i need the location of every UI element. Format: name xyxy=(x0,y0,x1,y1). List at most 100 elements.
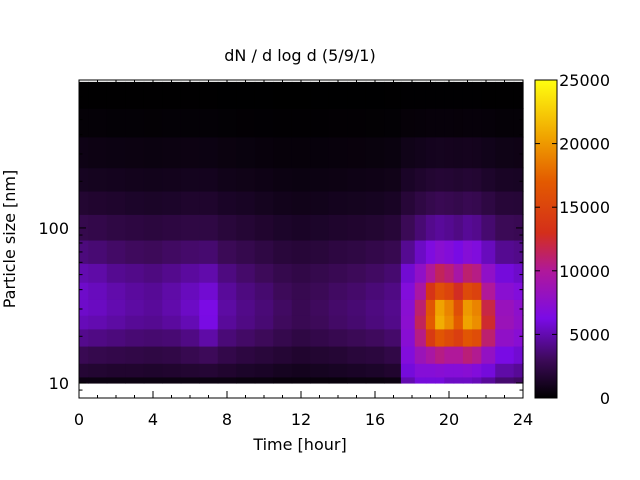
heatmap-cell xyxy=(347,167,367,192)
heatmap-cell xyxy=(472,328,482,347)
heatmap-cell xyxy=(291,299,311,316)
heatmap-cell xyxy=(513,376,524,384)
heatmap-cell xyxy=(273,376,293,384)
heatmap-cell xyxy=(273,315,293,330)
heatmap-cell xyxy=(106,282,126,300)
heatmap-cell xyxy=(481,190,496,215)
heatmap-cell xyxy=(328,239,348,264)
heatmap-cell xyxy=(143,81,163,109)
heatmap-cell xyxy=(143,239,163,264)
heatmap-cell xyxy=(481,136,496,169)
heatmap-cell xyxy=(310,81,330,109)
heatmap-cell xyxy=(472,376,482,384)
heatmap-cell xyxy=(444,190,455,215)
heatmap-cell xyxy=(291,376,311,384)
colorbar-tick-label: 15000 xyxy=(559,198,610,217)
heatmap-cell xyxy=(125,315,145,330)
heatmap-cell xyxy=(513,363,524,378)
heatmap-cell xyxy=(384,190,402,215)
heatmap-cell xyxy=(384,81,402,109)
heatmap-cell xyxy=(106,299,126,316)
heatmap-cell xyxy=(495,315,515,330)
heatmap-cell xyxy=(199,299,219,316)
colorbar-tick-label: 10000 xyxy=(559,262,610,281)
heatmap-cell xyxy=(291,315,311,330)
heatmap-cell xyxy=(88,345,108,364)
heatmap-cell xyxy=(310,345,330,364)
heatmap-cell xyxy=(444,315,455,330)
heatmap-cell xyxy=(106,239,126,264)
heatmap-cell xyxy=(254,214,274,241)
heatmap-cell xyxy=(435,214,445,241)
heatmap-cell xyxy=(328,363,348,378)
heatmap-cell xyxy=(143,376,163,384)
heatmap-cell xyxy=(291,345,311,364)
heatmap-cell xyxy=(254,190,274,215)
heatmap-cell xyxy=(143,190,163,215)
heatmap-cell xyxy=(162,282,182,300)
heatmap-cell xyxy=(199,81,219,109)
heatmap-cell xyxy=(236,214,256,241)
heatmap-cell xyxy=(365,299,385,316)
heatmap-cell xyxy=(365,376,385,384)
heatmap-cell xyxy=(199,345,219,364)
heatmap-cell xyxy=(472,299,482,316)
heatmap-cell xyxy=(291,282,311,300)
heatmap-cell xyxy=(310,299,330,316)
heatmap-cell xyxy=(217,136,237,169)
heatmap-cell xyxy=(347,263,367,283)
heatmap-cell xyxy=(425,81,436,109)
heatmap-cell xyxy=(143,263,163,283)
heatmap-cell xyxy=(79,345,89,364)
heatmap-cell xyxy=(425,299,436,316)
heatmap-cell xyxy=(254,263,274,283)
heatmap-cell xyxy=(453,136,464,169)
heatmap-cell xyxy=(143,167,163,192)
heatmap-cell xyxy=(347,299,367,316)
heatmap-cell xyxy=(495,239,515,264)
heatmap-cell xyxy=(236,315,256,330)
heatmap-cell xyxy=(462,315,473,330)
heatmap-cell xyxy=(414,282,427,300)
heatmap-cell xyxy=(162,315,182,330)
heatmap-cell xyxy=(273,136,293,169)
heatmap-cell xyxy=(414,315,427,330)
heatmap-cell xyxy=(513,81,524,109)
heatmap-cell xyxy=(217,81,237,109)
heatmap-cell xyxy=(236,81,256,109)
x-tick-label: 20 xyxy=(439,410,459,429)
heatmap-cell xyxy=(400,345,416,364)
heatmap-cell xyxy=(310,239,330,264)
heatmap-cell xyxy=(88,299,108,316)
heatmap-cell xyxy=(88,282,108,300)
heatmap-cell xyxy=(400,214,416,241)
heatmap-cell xyxy=(414,263,427,283)
heatmap-cell xyxy=(425,345,436,364)
heatmap-cell xyxy=(472,263,482,283)
heatmap-cell xyxy=(199,167,219,192)
heatmap-cell xyxy=(453,315,464,330)
heatmap-cell xyxy=(328,345,348,364)
heatmap-cell xyxy=(88,376,108,384)
heatmap-cell xyxy=(106,376,126,384)
heatmap-cell xyxy=(328,190,348,215)
heatmap-cell xyxy=(365,263,385,283)
heatmap-cell xyxy=(425,167,436,192)
heatmap-cell xyxy=(453,299,464,316)
heatmap-cell xyxy=(217,167,237,192)
heatmap-cell xyxy=(462,190,473,215)
heatmap-cell xyxy=(414,345,427,364)
heatmap-cell xyxy=(125,282,145,300)
heatmap-cell xyxy=(199,282,219,300)
heatmap-cell xyxy=(236,136,256,169)
heatmap-cell xyxy=(162,239,182,264)
heatmap-cell xyxy=(425,136,436,169)
colorbar-tick-label: 0 xyxy=(600,389,610,408)
heatmap-cell xyxy=(162,136,182,169)
heatmap-cell xyxy=(162,263,182,283)
heatmap-cell xyxy=(106,214,126,241)
heatmap-cell xyxy=(273,81,293,109)
heatmap-cell xyxy=(400,190,416,215)
heatmap-cell xyxy=(495,282,515,300)
heatmap-cell xyxy=(400,363,416,378)
